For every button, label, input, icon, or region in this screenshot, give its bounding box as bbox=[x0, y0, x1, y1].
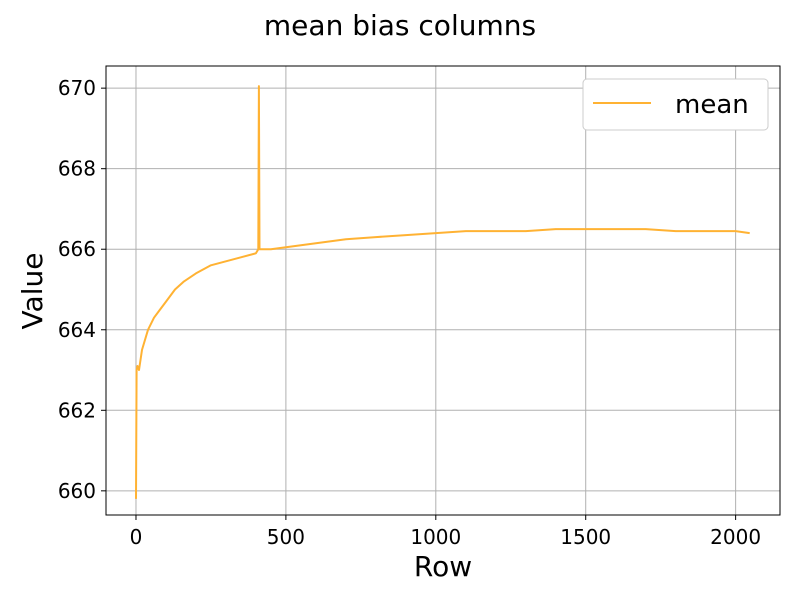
x-axis-label: Row bbox=[414, 550, 472, 583]
grid-lines bbox=[106, 66, 780, 515]
y-axis-label: Value bbox=[16, 253, 49, 330]
legend-box bbox=[582, 78, 769, 131]
y-tick-label: 660 bbox=[58, 479, 96, 503]
x-tick-label: 1500 bbox=[560, 525, 611, 549]
legend: mean bbox=[582, 78, 769, 131]
x-axis-ticks: 0 500 1000 1500 2000 bbox=[130, 515, 761, 549]
y-tick-label: 662 bbox=[58, 398, 96, 422]
y-tick-label: 668 bbox=[58, 157, 96, 181]
x-tick-label: 1000 bbox=[410, 525, 461, 549]
y-tick-label: 664 bbox=[58, 318, 96, 342]
series-line-mean bbox=[135, 85, 750, 499]
x-tick-label: 500 bbox=[267, 525, 305, 549]
legend-label-mean: mean bbox=[675, 90, 749, 120]
axes-frame bbox=[105, 65, 781, 516]
plot-area bbox=[135, 85, 750, 499]
chart-title: mean bias columns bbox=[264, 9, 536, 42]
x-tick-label: 2000 bbox=[710, 525, 761, 549]
y-axis-ticks: 660 662 664 666 668 670 bbox=[58, 76, 106, 503]
y-tick-label: 670 bbox=[58, 76, 96, 100]
x-tick-label: 0 bbox=[130, 525, 143, 549]
y-tick-label: 666 bbox=[58, 237, 96, 261]
